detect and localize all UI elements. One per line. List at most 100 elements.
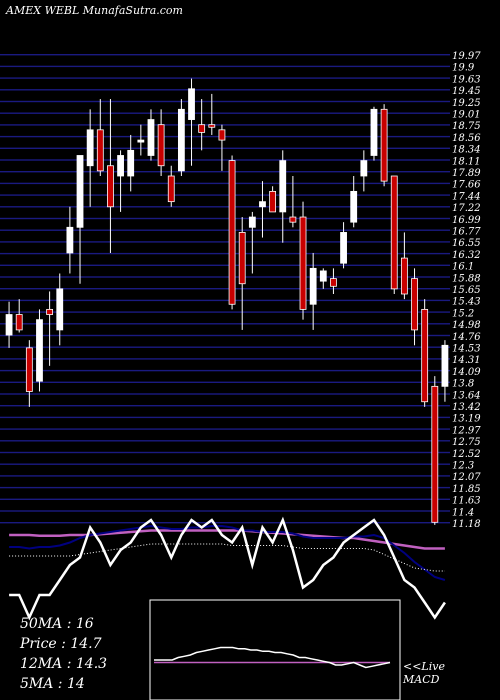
- candle-up: [86, 129, 94, 167]
- price-tick-label: 15.2: [452, 308, 474, 319]
- grid-band: [0, 393, 450, 395]
- price-tick-label: 19.25: [452, 98, 481, 109]
- grid-band: [0, 100, 450, 103]
- grid-band: [0, 288, 450, 290]
- price-tick-label: 18.11: [452, 156, 481, 167]
- candle-down: [46, 308, 54, 315]
- candle-up: [350, 190, 358, 223]
- grid-band: [0, 299, 450, 302]
- grid-band: [0, 346, 450, 348]
- grid-band: [0, 252, 450, 255]
- ma50-stat: 50MA : 16: [20, 616, 94, 632]
- price-tick-label: 12.3: [452, 461, 474, 472]
- candle-up: [319, 270, 327, 282]
- price-tick-label: 15.65: [452, 285, 481, 296]
- candle-down: [228, 160, 236, 305]
- price-stat: Price : 14.7: [20, 636, 102, 652]
- price-tick-label: 16.32: [452, 250, 481, 261]
- price-tick-label: 13.42: [452, 402, 481, 413]
- candle-up: [76, 155, 84, 228]
- grid-band: [0, 194, 450, 196]
- price-tick-label: 17.66: [452, 180, 481, 191]
- grid-band: [0, 159, 450, 161]
- stats-panel: 50MA : 16 Price : 14.7 12MA : 14.3 5MA :…: [20, 614, 107, 694]
- grid-band: [0, 206, 450, 208]
- candle-down: [208, 124, 216, 128]
- price-tick-label: 19.45: [452, 86, 481, 97]
- grid-band: [0, 65, 450, 68]
- price-tick-label: 17.89: [452, 168, 481, 179]
- macd-main-line: [154, 646, 391, 669]
- price-tick-label: 19.9: [452, 63, 475, 74]
- price-tick-label: 19.01: [452, 110, 481, 121]
- grid-band: [0, 112, 450, 114]
- price-tick-label: 16.55: [452, 238, 481, 249]
- price-tick-label: 15.43: [452, 297, 481, 308]
- price-tick-label: 14.53: [452, 344, 481, 355]
- price-tick-label: 14.31: [452, 355, 481, 366]
- grid-band: [0, 89, 450, 91]
- price-tick-label: 16.99: [452, 215, 481, 226]
- grid-band: [0, 405, 450, 407]
- candle-down: [218, 129, 226, 141]
- grid-band: [0, 323, 450, 325]
- grid-band: [0, 217, 450, 220]
- grid-band: [0, 451, 450, 454]
- candle-up: [279, 160, 287, 213]
- candle-down: [289, 216, 297, 223]
- candle-up: [441, 344, 449, 387]
- grid-band: [0, 147, 450, 149]
- grid-band: [0, 229, 450, 231]
- price-tick-label: 14.09: [452, 367, 481, 378]
- grid-band: [0, 475, 450, 477]
- price-line: [9, 516, 446, 621]
- candle-up: [309, 267, 317, 305]
- price-tick-label: 19.97: [452, 51, 481, 62]
- candle-up: [147, 119, 155, 156]
- candle-up: [259, 201, 266, 208]
- candle-down: [25, 347, 33, 392]
- grid-band: [0, 358, 450, 360]
- price-tick-label: 14.76: [452, 332, 481, 343]
- candle-down: [380, 108, 388, 182]
- macd-label: <<Live MACD: [403, 660, 445, 686]
- candle-up: [66, 226, 74, 254]
- price-tick-label: 17.22: [452, 203, 481, 214]
- candle-down: [299, 216, 307, 310]
- price-tick-label: 13.8: [452, 379, 474, 390]
- grid-band: [0, 463, 450, 465]
- grid-band: [0, 498, 450, 500]
- grid-band: [0, 440, 450, 442]
- grid-band: [0, 428, 450, 430]
- candle-up: [137, 139, 145, 143]
- price-tick-label: 11.85: [452, 484, 481, 495]
- price-tick-label: 17.44: [452, 191, 481, 202]
- ma-long-line: [9, 529, 445, 550]
- price-tick-label: 18.34: [452, 145, 481, 156]
- price-tick-label: 19.63: [452, 74, 481, 85]
- candle-up: [117, 155, 124, 177]
- price-tick-label: 18.56: [452, 133, 481, 144]
- candle-down: [390, 175, 398, 290]
- chart-title: AMEX WEBL MunafaSutra.com: [6, 4, 183, 17]
- grid-band: [0, 54, 450, 56]
- grid-band: [0, 486, 450, 489]
- candle-up: [5, 314, 13, 336]
- grid-band: [0, 510, 450, 512]
- price-tick-label: 13.19: [452, 414, 481, 425]
- grid-band: [0, 77, 450, 79]
- price-tick-label: 12.52: [452, 449, 481, 460]
- grid-band: [0, 369, 450, 372]
- grid-band: [0, 334, 450, 337]
- grid-band: [0, 381, 450, 383]
- grid-band: [0, 241, 450, 243]
- candle-up: [127, 149, 135, 177]
- price-tick-label: 18.75: [452, 121, 481, 132]
- candle-up: [360, 160, 368, 177]
- candle-down: [96, 129, 104, 172]
- price-tick-label: 11.4: [452, 507, 474, 518]
- candle-down: [198, 124, 206, 133]
- grid-band: [0, 522, 450, 524]
- price-tick-label: 11.63: [452, 496, 481, 507]
